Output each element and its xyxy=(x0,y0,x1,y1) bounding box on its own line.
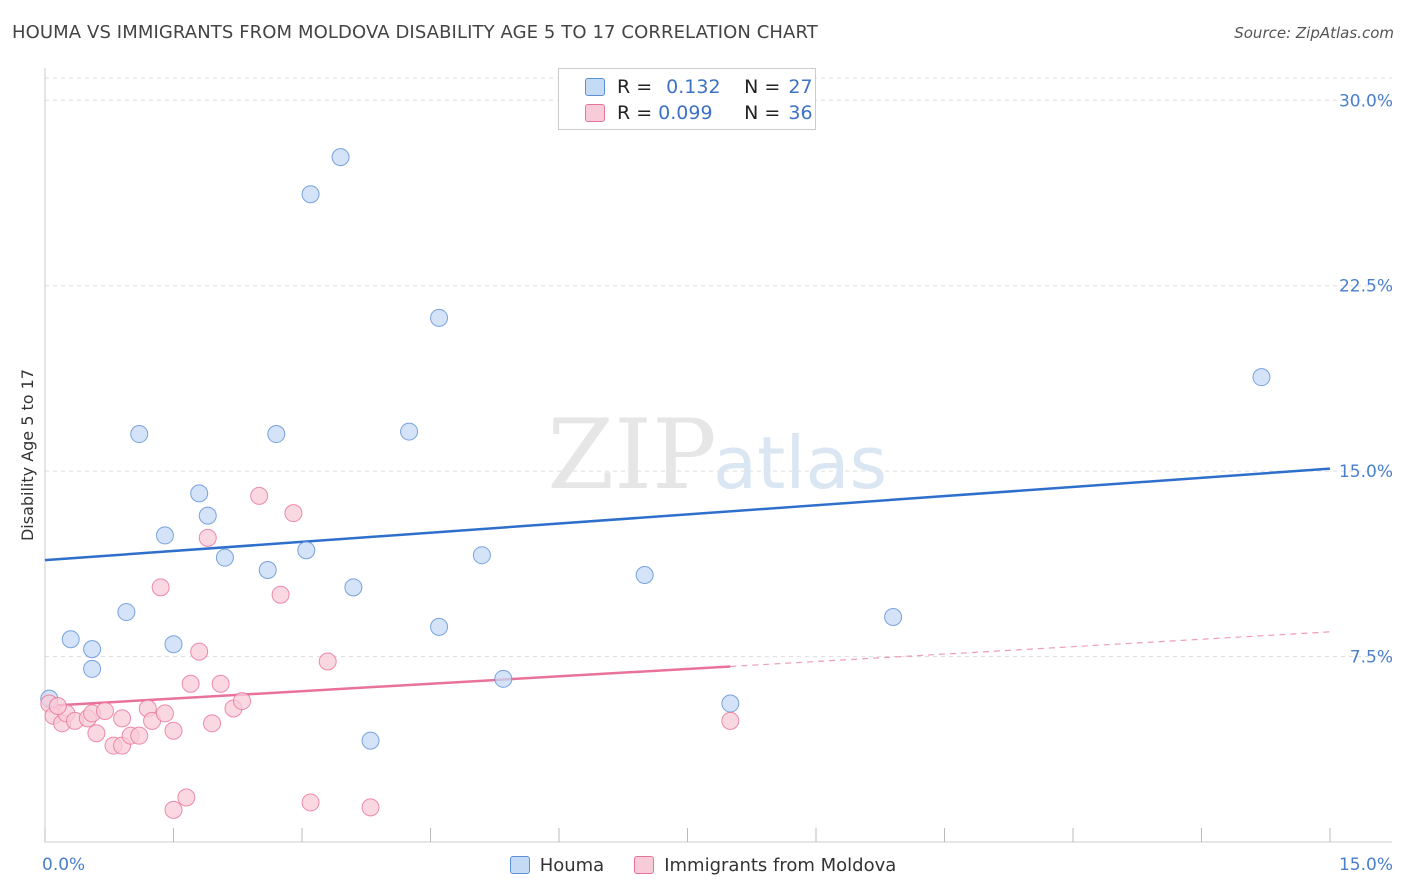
houma-point-23 xyxy=(635,565,654,584)
houma-n-label: N = xyxy=(744,76,781,98)
legend-row-moldova: R = 0.099 N = 36 xyxy=(585,101,813,125)
moldova-point-31 xyxy=(301,793,320,812)
houma-point-5 xyxy=(130,425,149,444)
legend-row-houma: R = 0.132 N = 27 xyxy=(585,75,813,99)
source-label: Source: ZipAtlas.com xyxy=(1234,24,1394,42)
moldova-point-21 xyxy=(181,674,200,693)
y-tick-label-1: 15.0% xyxy=(1339,462,1393,482)
moldova-point-22 xyxy=(190,642,209,661)
moldova-r-value: 0.099 xyxy=(658,102,713,124)
houma-point-26 xyxy=(1252,368,1271,387)
houma-point-3 xyxy=(83,659,102,678)
y-tick-label-3: 30.0% xyxy=(1339,91,1393,111)
moldova-trend-line xyxy=(44,665,731,708)
moldova-point-8 xyxy=(95,701,114,720)
y-axis-label: Disability Age 5 to 17 xyxy=(18,369,37,541)
moldova-point-13 xyxy=(130,726,149,745)
houma-n-value: 27 xyxy=(788,76,813,98)
houma-point-10 xyxy=(215,548,234,567)
moldova-point-29 xyxy=(271,585,290,604)
moldova-point-28 xyxy=(250,486,269,505)
houma-point-17 xyxy=(361,731,380,750)
moldova-point-33 xyxy=(361,798,380,817)
x-tick-label-1: 15.0% xyxy=(1339,855,1393,875)
trend-lines xyxy=(44,467,1331,708)
houma-point-11 xyxy=(258,561,277,580)
moldova-point-7 xyxy=(87,724,106,743)
houma-point-9 xyxy=(198,506,217,525)
axes xyxy=(44,68,1392,843)
houma-point-22 xyxy=(494,669,513,688)
moldova-point-23 xyxy=(198,528,217,547)
houma-point-7 xyxy=(164,635,183,654)
houma-swatch xyxy=(585,78,605,96)
moldova-swatch xyxy=(585,104,605,122)
houma-r-label: R = xyxy=(617,76,653,98)
moldova-point-32 xyxy=(318,652,337,671)
houma-point-12 xyxy=(267,425,286,444)
moldova-point-35 xyxy=(48,697,67,716)
moldova-point-25 xyxy=(211,674,230,693)
legend-item-moldova[interactable]: Immigrants from Moldova xyxy=(634,855,896,876)
legend-item-houma[interactable]: Houma xyxy=(509,854,605,876)
moldova-r-label: R = xyxy=(617,102,653,124)
houma-point-18 xyxy=(400,422,419,441)
moldova-point-10 xyxy=(113,709,132,728)
houma-legend-label: Houma xyxy=(539,854,605,876)
watermark-atlas: atlas xyxy=(713,421,887,505)
series-legend: Houma Immigrants from Moldova xyxy=(0,852,1406,878)
data-points xyxy=(40,148,1271,819)
houma-point-24 xyxy=(721,694,740,713)
moldova-trend-extension xyxy=(730,631,1331,668)
houma-point-6 xyxy=(155,526,174,545)
moldova-legend-label: Immigrants from Moldova xyxy=(664,854,897,876)
moldova-point-20 xyxy=(177,788,196,807)
y-tick-label-0: 7.5% xyxy=(1350,648,1393,668)
houma-point-20 xyxy=(430,617,449,636)
tick-labels: 7.5% 15.0% 22.5% 30.0% 0.0% 15.0% xyxy=(42,91,1393,875)
houma-point-25 xyxy=(884,608,903,627)
moldova-n-value: 36 xyxy=(788,102,813,124)
moldova-point-34 xyxy=(721,711,740,730)
houma-point-16 xyxy=(344,578,363,597)
moldova-point-27 xyxy=(233,692,252,711)
houma-legend-swatch xyxy=(509,856,530,874)
houma-point-15 xyxy=(331,148,350,167)
watermark-zip: ZIP xyxy=(547,399,716,511)
houma-trend-line xyxy=(44,467,1331,562)
watermark: ZIP atlas xyxy=(547,399,887,511)
houma-point-4 xyxy=(117,603,136,622)
grid-lines xyxy=(45,77,1392,658)
houma-point-13 xyxy=(301,185,320,204)
houma-point-2 xyxy=(83,640,102,659)
y-tick-label-2: 22.5% xyxy=(1339,277,1393,297)
moldova-point-24 xyxy=(203,714,222,733)
moldova-point-30 xyxy=(284,504,303,523)
moldova-legend-swatch xyxy=(634,856,655,874)
moldova-point-18 xyxy=(164,800,183,819)
houma-point-8 xyxy=(190,484,209,503)
houma-r-value: 0.132 xyxy=(666,76,721,98)
stats-legend: R = 0.132 N = 27 R = 0.099 N = 36 xyxy=(558,68,816,130)
houma-point-1 xyxy=(61,630,80,649)
moldova-point-19 xyxy=(164,721,183,740)
houma-point-19 xyxy=(430,308,449,327)
houma-point-14 xyxy=(297,541,316,560)
moldova-point-17 xyxy=(155,704,174,723)
houma-point-21 xyxy=(472,546,491,565)
x-tick-label-0: 0.0% xyxy=(42,855,85,875)
moldova-n-label: N = xyxy=(744,102,781,124)
moldova-point-16 xyxy=(151,578,170,597)
chart-title: HOUMA VS IMMIGRANTS FROM MOLDOVA DISABIL… xyxy=(12,22,818,43)
